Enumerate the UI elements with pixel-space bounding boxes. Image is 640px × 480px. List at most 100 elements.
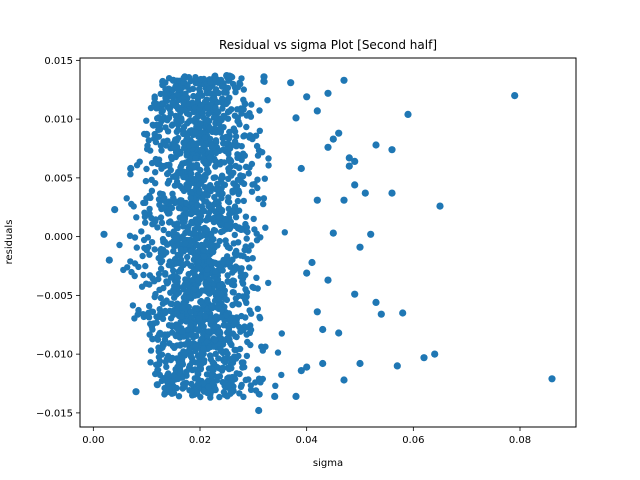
data-point [340,196,348,204]
data-point [142,262,149,270]
data-point [201,98,209,105]
data-point [201,198,208,205]
data-point [173,117,180,124]
data-point [163,280,171,287]
data-point [162,142,170,149]
data-point [205,328,212,335]
data-point [244,255,251,263]
data-point [208,304,215,311]
data-point [238,143,245,150]
data-point [155,275,162,283]
data-point [259,347,266,354]
data-point [229,207,236,215]
data-point [161,391,168,398]
data-point [158,219,166,227]
data-point [184,184,191,191]
data-point [195,315,203,322]
data-point [179,235,187,242]
data-point [182,199,190,207]
data-point [204,104,211,111]
data-point [216,373,224,380]
data-point [177,341,184,348]
data-point [219,258,226,266]
data-point [197,366,204,373]
data-point [162,198,169,205]
data-point [246,132,254,139]
data-point [248,160,256,168]
data-point [240,197,247,205]
data-point [184,253,191,261]
data-point [248,242,255,249]
data-point [200,287,208,294]
x-tick-label: 0.02 [189,435,211,446]
data-point [206,290,213,297]
data-point [240,180,248,187]
data-point [228,314,236,321]
data-point [236,121,243,128]
data-point [243,224,250,231]
data-point [222,215,229,223]
data-point [133,244,140,251]
data-point [126,232,134,239]
data-point [155,270,163,278]
data-point [250,284,258,291]
data-point [190,276,197,283]
data-point [238,381,245,389]
data-point [210,248,217,256]
data-point [142,177,150,185]
data-point [313,107,321,115]
data-point [324,89,332,97]
data-point [244,338,251,346]
data-point [234,84,242,91]
data-point [168,204,176,212]
data-point [165,261,172,269]
data-point [272,382,279,389]
data-point [230,289,237,296]
data-point [173,384,180,392]
data-point [186,118,193,125]
data-point [224,222,231,229]
data-point [230,180,237,187]
data-point [211,336,219,344]
data-point [177,367,184,374]
data-point [188,170,195,177]
data-point [166,210,173,217]
data-point [271,392,279,400]
data-point [140,271,147,279]
data-point [192,235,200,242]
data-point [250,215,257,223]
data-point [213,313,220,320]
data-point [145,137,152,144]
data-point [203,227,210,235]
data-point [212,323,219,330]
data-point [192,75,199,83]
data-point [260,73,268,81]
data-point [217,335,225,342]
data-point [149,335,156,343]
data-point [191,104,198,111]
data-point [165,177,173,184]
data-point [157,214,165,221]
data-point [335,329,343,337]
data-point [188,175,195,182]
data-point [252,132,260,139]
data-point [182,174,189,181]
data-point [131,315,138,322]
data-point [226,167,233,175]
data-point [148,176,155,183]
data-point [190,141,197,148]
data-point [154,224,161,231]
data-point [367,230,375,238]
data-point [180,74,188,82]
x-tick-label: 0.04 [296,435,318,446]
data-point [188,331,195,338]
data-point [160,90,168,98]
y-tick-label: 0.010 [44,115,73,126]
data-point [200,380,207,387]
data-point [219,105,226,112]
data-point [157,253,165,260]
data-point [208,366,215,373]
data-point [167,315,175,322]
data-point [180,294,188,301]
